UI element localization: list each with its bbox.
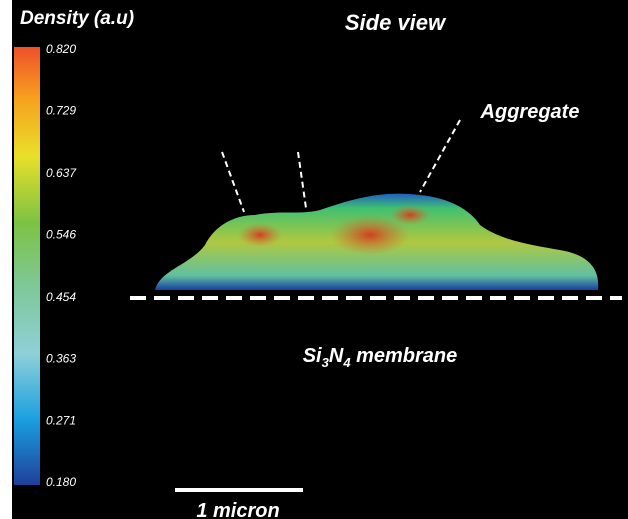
hotspot <box>390 205 430 225</box>
text: membrane <box>351 345 458 367</box>
colorbar-tick-label: 0.180 <box>46 475 76 489</box>
text: N <box>329 345 344 367</box>
text: Si <box>303 345 322 367</box>
colorbar-tick-label: 0.271 <box>46 414 76 428</box>
hotspot <box>238 223 282 247</box>
scale-bar-label: 1 micron <box>196 500 279 519</box>
colorbar-tick-label: 0.729 <box>46 104 76 118</box>
colorbar-tick-label: 0.820 <box>46 42 76 56</box>
figure: 0.820 0.729 0.637 0.546 0.454 0.363 0.271 0.180… <box>0 0 628 519</box>
view-label: Side view <box>345 10 447 35</box>
colorbar-tick-label: 0.637 <box>46 166 77 180</box>
colorbar-tick-label: 0.454 <box>46 290 76 304</box>
colorbar <box>14 47 40 485</box>
colorbar-tick-label: 0.546 <box>46 228 76 242</box>
colorbar-title: Density (a.u) <box>20 8 134 29</box>
colorbar-tick-label: 0.363 <box>46 351 76 365</box>
aggregate-label: Aggregate <box>480 101 580 123</box>
